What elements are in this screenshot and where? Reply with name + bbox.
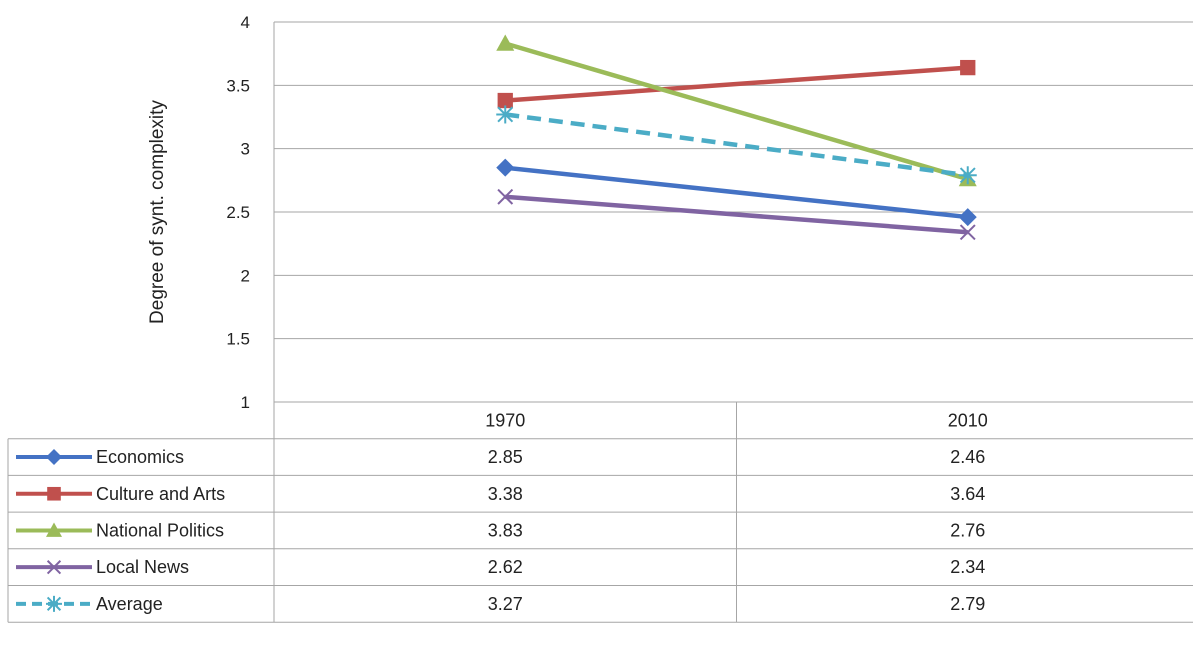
legend-entry: National Politics (96, 520, 224, 540)
series-line (504, 41, 969, 182)
data-table: 1970 2010 Economics 2.85 2.46 Culture and Art… (7, 401, 1193, 623)
series-economics (496, 158, 977, 227)
data-table-value: 3.27 (488, 594, 523, 614)
y-tick-label: 2.5 (226, 203, 250, 222)
data-point-marker (497, 188, 514, 205)
series-line (504, 112, 969, 178)
series-line (505, 194, 968, 235)
data-point-marker (47, 486, 61, 501)
y-tick-label: 4 (241, 13, 250, 32)
data-point-marker (46, 595, 62, 612)
data-point-marker (958, 166, 977, 185)
data-table-value: 2.34 (950, 557, 985, 577)
y-tick-label: 1.5 (226, 330, 250, 349)
data-point-marker (46, 560, 62, 575)
data-point-marker (496, 158, 515, 177)
series-lines (496, 34, 977, 241)
data-point-marker (958, 208, 977, 227)
legend-key (16, 449, 92, 466)
legend-entry: Local News (96, 557, 189, 577)
data-table-value: 2.62 (488, 557, 523, 577)
y-tick-label: 2 (241, 266, 250, 285)
series-culture-and-arts (497, 59, 976, 109)
y-tick-label: 3 (241, 140, 250, 159)
data-point-marker (960, 59, 976, 76)
series-line (505, 165, 968, 220)
data-point-marker (496, 34, 515, 51)
series-national-politics (496, 34, 977, 187)
series-line (505, 65, 968, 103)
y-tick-label: 3.5 (226, 76, 250, 95)
data-table-value: 3.83 (488, 520, 523, 540)
data-point-marker (46, 449, 62, 466)
y-axis-title: Degree of synt. complexity (147, 100, 168, 324)
gridlines (274, 21, 1193, 340)
legend-entry: Culture and Arts (96, 484, 225, 504)
data-point-marker (959, 224, 976, 241)
y-axis: 1 1.5 2 2.5 3 3.5 4 (226, 13, 275, 412)
data-point-marker (46, 522, 62, 537)
series-average (496, 105, 977, 185)
data-table-value: 3.64 (950, 484, 985, 504)
legend-key (16, 560, 92, 575)
data-table-value: 2.79 (950, 594, 985, 614)
legend-key (16, 522, 92, 537)
x-tick-label: 1970 (485, 410, 525, 430)
data-point-marker (497, 92, 513, 109)
y-tick-label: 1 (241, 393, 250, 412)
data-table-value: 2.46 (950, 447, 985, 467)
series-local-news (497, 188, 976, 241)
legend-key (16, 486, 92, 501)
legend-entry: Average (96, 594, 163, 614)
data-point-marker (496, 105, 515, 124)
data-table-value: 3.38 (488, 484, 523, 504)
x-tick-label: 2010 (948, 410, 988, 430)
data-table-value: 2.85 (488, 447, 523, 467)
legend-key (16, 595, 92, 612)
legend-entry: Economics (96, 447, 184, 467)
data-table-value: 2.76 (950, 520, 985, 540)
